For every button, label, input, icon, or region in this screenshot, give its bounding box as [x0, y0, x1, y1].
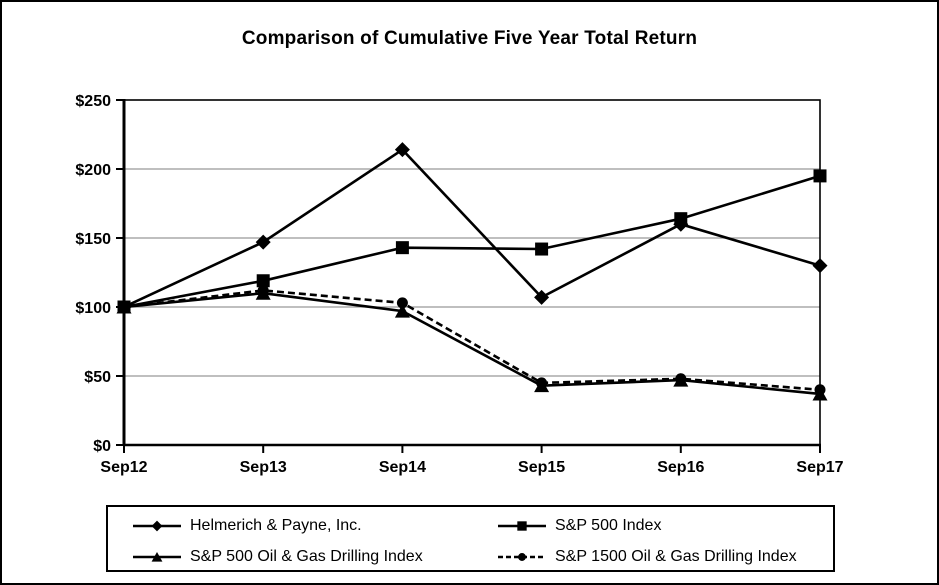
triangle-line-sample-icon	[133, 551, 181, 562]
legend-label-helmerich-payne: Helmerich & Payne, Inc.	[190, 516, 362, 534]
diamond-line-sample-icon	[133, 520, 181, 531]
series-line-2	[123, 291, 821, 396]
x-tick-label: Sep17	[796, 459, 843, 476]
legend-item-sp500: S&P 500 Index	[497, 511, 833, 540]
square-marker	[674, 212, 688, 226]
x-tick-label: Sep15	[518, 459, 565, 476]
square-marker	[256, 274, 270, 288]
chart-title: Comparison of Cumulative Five Year Total…	[241, 28, 698, 49]
circle-marker	[814, 384, 826, 396]
circle-marker	[396, 297, 408, 309]
circle-marker	[675, 373, 687, 385]
x-tick-label: Sep14	[379, 459, 426, 476]
plot-frame	[123, 99, 821, 446]
legend-label-sp500-oil-gas: S&P 500 Oil & Gas Drilling Index	[190, 547, 423, 565]
circle-dashed-line-sample-icon	[498, 552, 546, 561]
x-tick-label: Sep12	[100, 459, 147, 476]
square-line-sample-icon	[498, 520, 546, 531]
circle-marker	[118, 301, 130, 313]
x-tick-label: Sep13	[240, 459, 287, 476]
y-tick-label: $200	[75, 162, 111, 179]
legend-label-sp1500-oil-gas: S&P 1500 Oil & Gas Drilling Index	[555, 547, 797, 565]
y-tick-label: $0	[93, 438, 111, 455]
circle-marker	[536, 377, 548, 389]
diamond-marker	[394, 142, 410, 158]
y-tick-label: $100	[75, 300, 111, 317]
triangle-marker	[394, 304, 410, 318]
square-marker	[395, 241, 409, 255]
triangle-marker	[151, 551, 163, 562]
x-tick-label: Sep16	[657, 459, 704, 476]
circle-marker	[518, 552, 526, 561]
square-marker	[535, 242, 549, 256]
y-tick-label: $250	[75, 93, 111, 110]
diamond-marker	[534, 289, 550, 305]
legend: Helmerich & Payne, Inc. S&P 500 Index S&…	[106, 505, 835, 572]
series-line-0	[123, 148, 821, 309]
square-marker	[813, 169, 827, 183]
legend-item-sp500-oil-gas: S&P 500 Oil & Gas Drilling Index	[132, 542, 497, 571]
series-line-3	[123, 289, 821, 392]
diamond-marker	[812, 258, 828, 274]
square-marker	[517, 520, 527, 531]
diamond-marker	[255, 234, 271, 250]
legend-item-sp1500-oil-gas: S&P 1500 Oil & Gas Drilling Index	[497, 542, 833, 571]
circle-marker	[257, 284, 269, 296]
legend-label-sp500: S&P 500 Index	[555, 516, 662, 534]
legend-item-helmerich-payne: Helmerich & Payne, Inc.	[132, 511, 497, 540]
y-tick-label: $50	[84, 369, 111, 386]
diamond-marker	[151, 520, 163, 531]
y-tick-label: $150	[75, 231, 111, 248]
series-line-1	[123, 174, 821, 309]
